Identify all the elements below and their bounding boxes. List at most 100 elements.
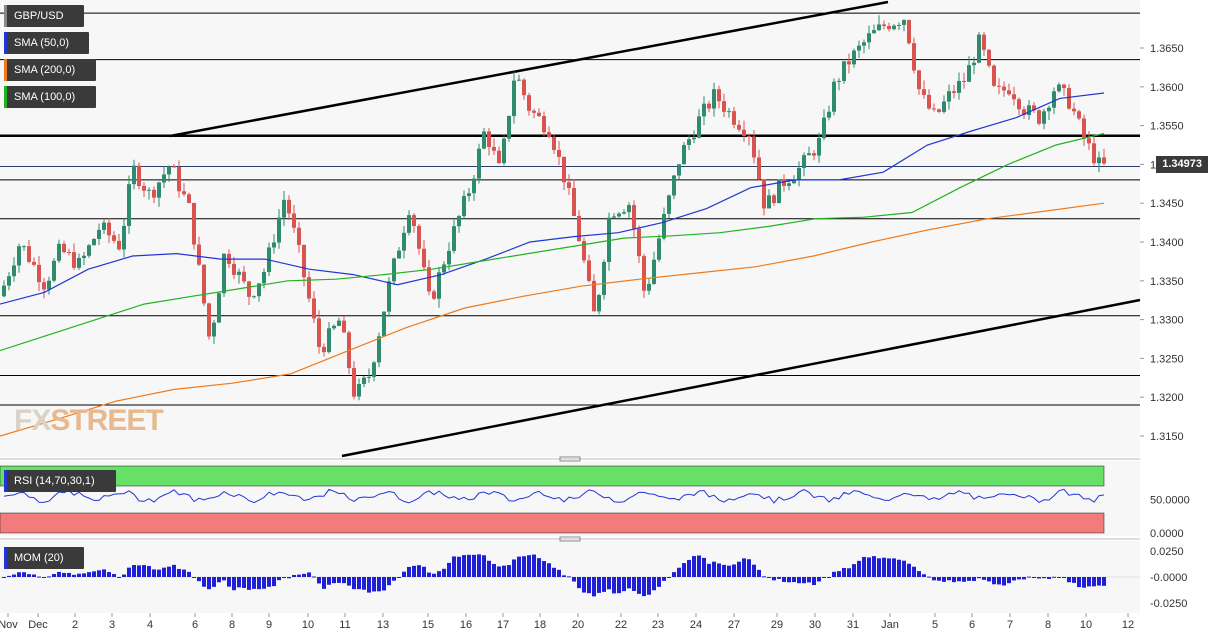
mom-bar (162, 567, 166, 577)
mom-bar (817, 577, 821, 582)
candle-body (992, 65, 996, 86)
mom-bar (7, 575, 11, 577)
legend-sma50[interactable]: SMA (50,0) (4, 32, 89, 54)
mom-bar (872, 556, 876, 577)
mom-bar (547, 563, 551, 577)
candle-body (677, 164, 681, 176)
sma100-line (0, 132, 1105, 352)
candle-body (582, 241, 586, 261)
mom-bar (142, 565, 146, 577)
candle-body (757, 157, 761, 180)
mom-bar (512, 559, 516, 577)
mom-bar (957, 577, 961, 582)
legend-symbol[interactable]: GBP/USD (4, 5, 84, 27)
legend-rsi[interactable]: RSI (14,70,30,1) (4, 470, 116, 492)
x-tick-label: 10 (1080, 619, 1092, 631)
mom-bar (1077, 577, 1081, 588)
mom-bar (677, 567, 681, 577)
mom-bar (462, 555, 466, 577)
x-tick-label: 3 (109, 619, 115, 631)
candle-body (962, 80, 966, 82)
mom-bar (427, 572, 431, 577)
mom-bar (402, 571, 406, 577)
price-panel-bg (0, 0, 1140, 457)
candle-body (192, 202, 196, 245)
candle-body (782, 179, 786, 186)
mom-bar (707, 563, 711, 577)
y-tick-label: 1.3450 (1150, 198, 1184, 210)
candle-body (62, 243, 66, 253)
mom-bar (832, 571, 836, 577)
mom-bar (447, 562, 451, 577)
x-tick-label: 8 (1045, 619, 1051, 631)
mom-bar (1067, 577, 1071, 583)
mom-bar (67, 572, 71, 577)
y-tick-label: 1.3600 (1150, 82, 1184, 94)
candle-body (1102, 157, 1106, 164)
mom-bar (392, 577, 396, 581)
candle-body (942, 101, 946, 112)
legend-sma200[interactable]: SMA (200,0) (4, 59, 96, 81)
candle-body (367, 376, 371, 378)
candle-body (967, 65, 971, 82)
rsi-swatch (4, 470, 7, 492)
mom-bar (977, 577, 981, 579)
mom-bar (602, 577, 606, 592)
x-tick-label: 10 (302, 619, 314, 631)
candle-body (372, 362, 376, 377)
mom-bar (152, 569, 156, 577)
candle-body (512, 80, 516, 117)
mom-bar (712, 561, 716, 577)
mom-bar (167, 566, 171, 577)
candle-body (867, 33, 871, 43)
candle-body (712, 89, 716, 109)
mom-bar (667, 577, 671, 578)
mom-bar (237, 577, 241, 588)
mom-bar (27, 574, 31, 577)
legend-sma100[interactable]: SMA (100,0) (4, 86, 96, 108)
candle-body (287, 199, 291, 214)
x-tick-label: 27 (728, 619, 740, 631)
candle-body (87, 245, 91, 256)
x-tick-label: Jan (881, 619, 899, 631)
candle-body (922, 89, 926, 95)
mom-bar (422, 566, 426, 577)
mom-bar (147, 566, 151, 577)
candle-body (567, 182, 571, 189)
candle-body (312, 298, 316, 319)
mom-bar (787, 577, 791, 583)
mom-bar (932, 577, 936, 581)
mom-bar (1047, 577, 1051, 579)
candle-body (737, 124, 741, 130)
mom-bar (172, 564, 176, 577)
last-price-tag: 1.34973 (1156, 156, 1208, 173)
candle-body (1057, 84, 1061, 92)
x-tick-label: 20 (572, 619, 584, 631)
mom-bar (697, 555, 701, 577)
mom-bar (877, 558, 881, 577)
candle-body (1092, 143, 1096, 164)
mom-bar (792, 577, 796, 583)
legend-mom[interactable]: MOM (20) (4, 547, 84, 569)
candle-body (202, 264, 206, 304)
candle-body (342, 320, 346, 333)
mom-bar (737, 561, 741, 577)
sma200-line (0, 202, 1105, 437)
mom-tick-label: 0.0250 (1150, 546, 1184, 558)
candle-body (887, 26, 891, 30)
mom-bar (252, 577, 256, 589)
candle-body (787, 183, 791, 186)
candle-body (937, 109, 941, 112)
mom-bar (82, 573, 86, 577)
candle-body (932, 108, 936, 110)
mom-bar (727, 565, 731, 577)
candle-body (207, 303, 211, 337)
mom-bar (782, 577, 786, 582)
candle-body (507, 116, 511, 139)
candle-body (777, 179, 781, 204)
mom-bar (212, 577, 216, 587)
candle-body (32, 261, 36, 265)
logo-fx: FX (14, 404, 51, 437)
mom-bar (532, 554, 536, 577)
